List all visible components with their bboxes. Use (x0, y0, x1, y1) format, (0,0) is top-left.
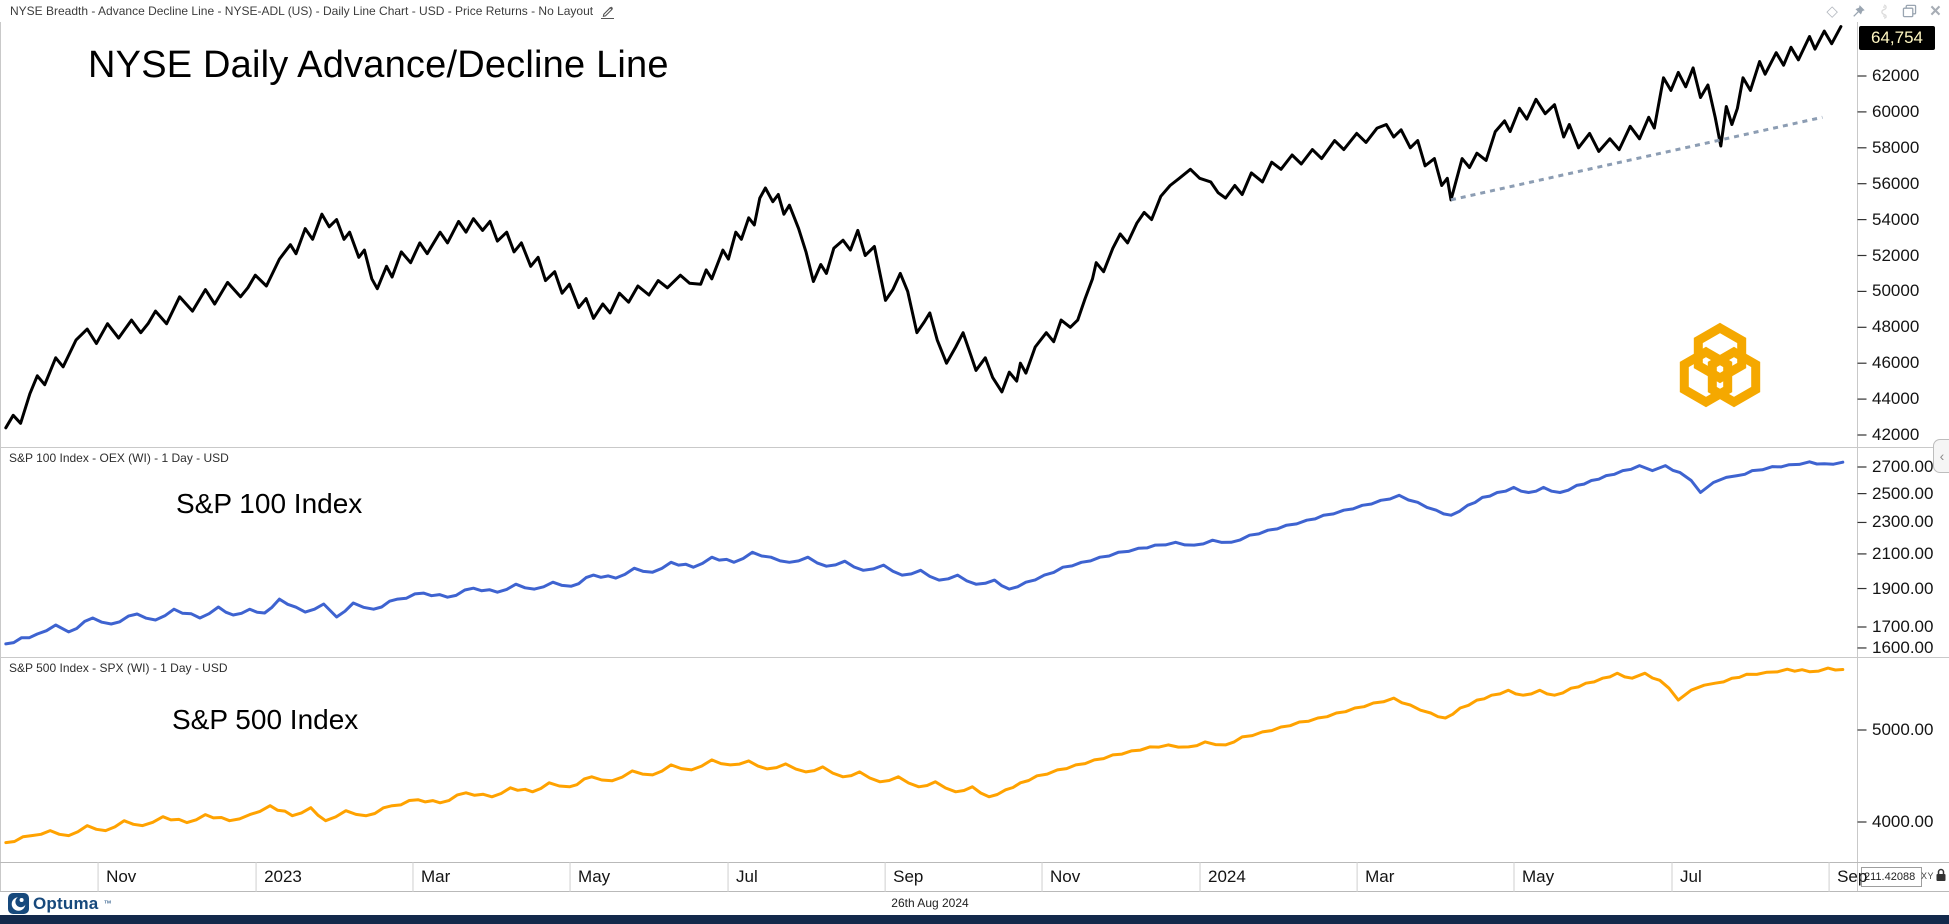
y-axis-tick-label: 4000.00 (1872, 812, 1934, 831)
footer-strip: Optuma ™ 26th Aug 2024 (0, 892, 1949, 915)
x-axis-tick-label: 2023 (264, 867, 302, 886)
x-axis-tick-label: Nov (106, 867, 137, 886)
x-axis-tick-label: Sep (893, 867, 924, 886)
optuma-logo-icon (8, 893, 29, 914)
pin-icon[interactable] (1851, 4, 1866, 19)
trademark-mark: ™ (103, 899, 112, 908)
y-axis-tick-label: 42000 (1872, 425, 1920, 444)
coordinate-readout: 211.42088 (1861, 867, 1922, 887)
sp100-series-label: S&P 100 Index (176, 488, 363, 519)
sp100-line-series (4, 460, 1845, 646)
y-axis-tick-label: 52000 (1872, 245, 1920, 265)
y-axis-tick-label: 1900.00 (1872, 578, 1934, 598)
chart-canvas[interactable] (0, 22, 1949, 892)
collapse-panel-chevron-button[interactable]: ‹ (1933, 439, 1949, 473)
chart-window-title: NYSE Breadth - Advance Decline Line - NY… (10, 4, 594, 18)
y-axis-tick-label: 50000 (1872, 281, 1920, 301)
y-axis-tick-label: 2300.00 (1872, 512, 1934, 532)
bottom-navy-bar (0, 915, 1949, 924)
pane2-header: S&P 100 Index - OEX (WI) - 1 Day - USD (9, 451, 229, 465)
diamond-icon[interactable]: ◇ (1826, 2, 1838, 20)
y-axis-tick-label: 46000 (1872, 353, 1920, 373)
x-axis-tick-label: Jul (736, 867, 758, 886)
y-axis-tick-label: 1600.00 (1872, 637, 1934, 657)
x-axis-tick-label: 2024 (1208, 867, 1246, 886)
hexagon-watermark-logo (1679, 322, 1761, 408)
y-axis-tick-label: 2700.00 (1872, 457, 1934, 476)
y-axis-tick-label: 56000 (1872, 173, 1920, 193)
y-axis-tick-label: 2500.00 (1872, 483, 1934, 503)
optuma-logo: Optuma ™ (8, 893, 111, 914)
adl-line-series (4, 25, 1843, 430)
y-axis-tick-label: 1700.00 (1872, 617, 1934, 636)
x-axis-tick-label: Mar (420, 867, 451, 886)
optuma-logo-text: Optuma (33, 893, 99, 913)
y-axis-tick-label: 60000 (1872, 101, 1920, 121)
chart-region[interactable]: NYSE Daily Advance/Decline Line S&P 100 … (0, 22, 1949, 892)
y-axis-tick-label: 54000 (1872, 209, 1920, 229)
x-axis-tick-label: May (1522, 867, 1555, 886)
y-axis-tick-label: 48000 (1872, 317, 1920, 337)
y-axis-tick-label: 5000.00 (1872, 720, 1934, 739)
x-axis-tick-label: Sep (1837, 867, 1868, 886)
x-axis-tick-label: Mar (1365, 867, 1395, 886)
duplicate-icon[interactable] (1902, 4, 1917, 18)
y-axis-tick-label: 44000 (1872, 389, 1920, 409)
y-axis-tick-label: 62000 (1872, 66, 1920, 85)
axis-lock-icon[interactable] (1935, 868, 1947, 887)
sp500-series-label: S&P 500 Index (172, 704, 359, 735)
last-price-tag: 64,754 (1859, 26, 1935, 50)
pane1-chart-title: NYSE Daily Advance/Decline Line (88, 44, 669, 86)
titlebar-icon-group: ◇ × (1826, 0, 1941, 22)
pane3-header: S&P 500 Index - SPX (WI) - 1 Day - USD (9, 661, 228, 675)
x-axis-tick-label: Jul (1680, 867, 1702, 886)
x-axis-tick-label: May (578, 867, 611, 886)
close-icon[interactable]: × (1929, 0, 1941, 22)
chart-date-label: 26th Aug 2024 (891, 896, 969, 910)
y-axis-tick-label: 2100.00 (1872, 543, 1934, 563)
edit-title-pencil-icon[interactable] (601, 4, 615, 19)
sp500-line-series (4, 666, 1845, 845)
window-titlebar: NYSE Breadth - Advance Decline Line - NY… (0, 0, 1949, 23)
dotted-trendline[interactable] (1450, 115, 1823, 202)
xy-scale-button[interactable]: XY (1921, 871, 1935, 881)
y-axis-tick-label: 58000 (1872, 137, 1920, 157)
x-axis-tick-label: Nov (1050, 867, 1081, 886)
clip-icon[interactable] (1879, 3, 1889, 19)
